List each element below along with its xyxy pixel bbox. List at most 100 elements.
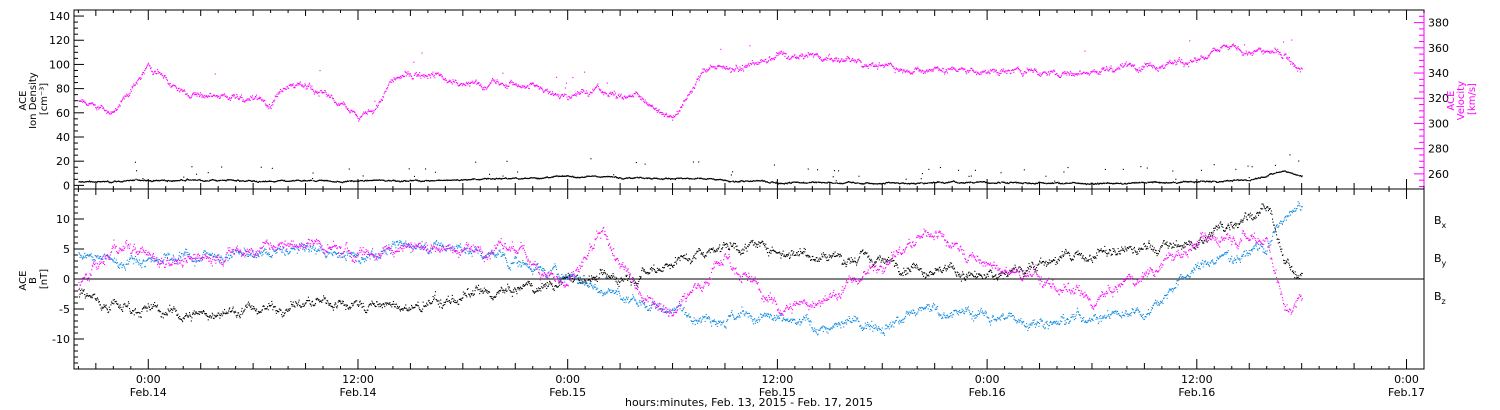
density-point — [450, 179, 452, 181]
velocity-point — [504, 86, 506, 88]
bx-point — [531, 283, 533, 285]
velocity-point — [870, 65, 872, 67]
velocity-point — [505, 85, 507, 87]
density-point — [732, 180, 734, 182]
velocity-point — [1234, 45, 1236, 47]
bx-point — [104, 306, 106, 308]
velocity-point — [402, 75, 404, 77]
bx-point — [218, 314, 220, 316]
density-point — [1079, 183, 1081, 185]
velocity-point — [965, 71, 967, 73]
velocity-point — [375, 108, 377, 110]
density-point — [1055, 182, 1057, 184]
density-point — [1100, 183, 1102, 185]
velocity-point — [1189, 60, 1191, 62]
density-point — [1081, 182, 1083, 184]
density-point — [809, 181, 811, 183]
bx-point — [312, 304, 314, 306]
velocity-point — [729, 67, 731, 69]
velocity-point — [84, 101, 86, 103]
velocity-point — [896, 68, 898, 70]
bx-point — [484, 290, 486, 292]
density-point — [953, 180, 955, 182]
density-point — [1106, 182, 1108, 184]
density-point — [596, 176, 598, 178]
velocity-point — [201, 96, 203, 98]
bx-point — [270, 304, 272, 306]
density-point — [150, 181, 152, 183]
bx-point — [337, 305, 339, 307]
velocity-point — [853, 59, 855, 61]
velocity-point — [280, 90, 282, 92]
velocity-point — [1129, 63, 1131, 65]
density-point — [485, 178, 487, 180]
bx-point — [467, 288, 469, 290]
velocity-point — [1142, 69, 1144, 71]
density-point — [1107, 182, 1109, 184]
density-point — [829, 181, 831, 183]
velocity-point — [660, 112, 662, 114]
density-point — [768, 182, 770, 184]
bx-point — [218, 312, 220, 314]
velocity-point — [618, 93, 620, 95]
density-point — [1188, 181, 1190, 183]
density-point — [461, 179, 463, 181]
velocity-point — [538, 88, 540, 90]
velocity-point — [819, 56, 821, 58]
velocity-point — [767, 61, 769, 63]
density-point — [437, 179, 439, 181]
velocity-point — [239, 97, 241, 99]
density-point — [834, 182, 836, 184]
density-point — [491, 178, 493, 180]
density-point — [599, 176, 601, 178]
velocity-point — [104, 110, 106, 112]
bx-point — [79, 296, 81, 298]
bx-point — [216, 314, 218, 316]
bx-point — [95, 299, 97, 301]
density-point — [723, 179, 725, 181]
density-point — [83, 181, 85, 183]
velocity-point — [1001, 70, 1003, 72]
bx-point — [362, 306, 364, 308]
density-point — [312, 172, 314, 174]
density-point — [1009, 182, 1011, 184]
velocity-point — [219, 97, 221, 99]
density-point — [187, 179, 189, 181]
density-point — [279, 180, 281, 182]
density-point — [136, 170, 138, 172]
velocity-point — [931, 68, 933, 70]
velocity-point — [863, 65, 865, 67]
velocity-point — [93, 103, 95, 105]
velocity-point — [475, 79, 477, 81]
velocity-point — [262, 99, 264, 101]
velocity-point — [1226, 45, 1228, 47]
velocity-point — [649, 104, 651, 106]
velocity-point — [836, 60, 838, 62]
density-point — [211, 179, 213, 181]
velocity-point — [1274, 47, 1276, 49]
density-point — [969, 182, 971, 184]
bx-point — [226, 312, 228, 314]
velocity-point — [1050, 71, 1052, 73]
density-point — [824, 182, 826, 184]
density-point — [618, 177, 620, 179]
bx-point — [459, 299, 461, 301]
density-point — [287, 180, 289, 182]
density-point — [250, 180, 252, 182]
velocity-point — [889, 62, 891, 64]
density-point — [166, 181, 168, 183]
density-point — [992, 182, 994, 184]
density-point — [526, 178, 528, 180]
bx-point — [156, 306, 158, 308]
velocity-point — [1290, 61, 1292, 63]
density-point — [218, 180, 220, 182]
bx-point — [252, 308, 254, 310]
density-point — [447, 179, 449, 181]
velocity-point — [1229, 46, 1231, 48]
density-point — [1030, 183, 1032, 185]
density-point — [715, 179, 717, 181]
bx-point — [247, 301, 249, 303]
density-point — [812, 181, 814, 183]
density-point — [317, 180, 319, 182]
velocity-point — [923, 71, 925, 73]
